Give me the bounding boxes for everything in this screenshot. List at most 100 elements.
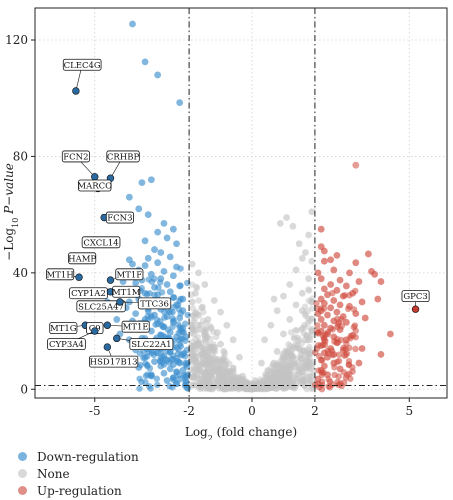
down-cloud-point-46 — [164, 326, 172, 333]
down-cloud-point-95 — [157, 279, 164, 286]
none-cloud-point-712 — [201, 329, 208, 336]
y-axis-label: −Log10 P−value — [2, 163, 20, 261]
up-regulation-point-55 — [371, 270, 379, 278]
gene-text-16: CYP3A4 — [49, 340, 84, 350]
up-regulation-point-3 — [317, 275, 325, 283]
none-cloud-point-879 — [305, 286, 312, 293]
none-point-50 — [276, 219, 284, 227]
none-cloud-point-870 — [265, 367, 273, 375]
down-cloud-point-96 — [142, 372, 150, 380]
gene-point-19 — [411, 305, 420, 313]
down-cloud-point-88 — [176, 297, 183, 304]
threshold-lines — [35, 8, 447, 398]
none-cloud-point-807 — [202, 352, 210, 360]
down-cloud-point-126 — [175, 329, 182, 337]
up-cloud-point-47 — [338, 316, 345, 323]
down-cloud-point-42 — [136, 350, 144, 357]
legend-dot-down — [18, 452, 27, 461]
none-cloud-point-697 — [299, 377, 307, 384]
down-cloud-point-117 — [138, 378, 145, 386]
up-regulation-point-52 — [377, 278, 385, 285]
gene-label-mt1m: MT1M — [106, 285, 141, 298]
none-cloud-point-768 — [201, 335, 209, 343]
none-cloud-point-892 — [223, 367, 230, 375]
up-regulation-point-48 — [327, 256, 335, 264]
up-regulation-point-19 — [327, 304, 335, 312]
none-point-38 — [280, 330, 287, 338]
down-regulation-point-79 — [151, 358, 158, 366]
up-regulation-point-23 — [324, 311, 331, 319]
none-cloud-point-667 — [306, 343, 313, 351]
down-regulation-point-0 — [129, 20, 136, 28]
none-point-8 — [223, 321, 231, 329]
gene-box-0 — [62, 58, 102, 71]
up-regulation-point-57 — [333, 251, 341, 259]
none-point-44 — [302, 249, 309, 256]
none-cloud-point-711 — [188, 321, 195, 329]
gene-label-cyp3a4: CYP3A4 — [47, 327, 99, 350]
up-cloud-point-73 — [314, 305, 321, 313]
none-point-1 — [195, 269, 202, 277]
down-regulation-point-34 — [166, 288, 174, 296]
up-regulation-point-17 — [336, 301, 344, 309]
up-cloud-point-21 — [352, 334, 359, 341]
gene-box-10 — [112, 285, 141, 298]
none-point-45 — [295, 240, 303, 248]
legend: Down-regulation None Up-regulation — [18, 448, 139, 499]
up-regulation-point-63 — [314, 269, 322, 277]
down-cloud-point-37 — [161, 361, 168, 368]
gene-point-8 — [106, 276, 115, 284]
up-cloud-point-22 — [347, 332, 354, 340]
down-regulation-point-2 — [154, 71, 162, 79]
none-cloud-point-572 — [188, 350, 195, 358]
down-regulation-point-92 — [163, 377, 171, 384]
none-point-41 — [298, 289, 306, 297]
gene-point-0 — [72, 87, 80, 95]
none-cloud-point-809 — [215, 356, 222, 363]
up-cloud-point-87 — [325, 376, 332, 383]
gene-text-15: MT1E — [123, 323, 149, 333]
down-regulation-point-7 — [135, 205, 143, 213]
down-cloud-point-132 — [184, 360, 191, 367]
down-regulation-point-11 — [154, 228, 162, 236]
none-point-71 — [292, 266, 300, 274]
gene-label-clec4g: CLEC4G — [62, 58, 102, 95]
up-regulation-point-7 — [342, 282, 350, 290]
up-regulation-point-14 — [330, 297, 338, 304]
none-cloud-point-799 — [304, 308, 311, 315]
down-cloud-point-123 — [153, 375, 161, 382]
none-point-15 — [236, 353, 243, 361]
gene-label-ttc36: TTC36 — [116, 297, 172, 309]
gene-label-marco: MARCO — [77, 179, 112, 193]
up-cloud-point-72 — [334, 378, 341, 386]
down-cloud-point-111 — [177, 265, 184, 272]
gene-label-mt1h: MT1H — [46, 268, 83, 281]
up-regulation-point-25 — [317, 316, 325, 323]
down-regulation-point-23 — [160, 267, 168, 275]
gene-box-11 — [76, 300, 126, 313]
none-cloud-point-891 — [200, 358, 207, 365]
gene-text-12: TTC36 — [140, 299, 169, 309]
up-cloud-point-42 — [318, 378, 326, 385]
down-regulation-point-12 — [163, 234, 171, 242]
gene-label-hamp: HAMP — [68, 252, 96, 264]
down-cloud-point-116 — [175, 346, 182, 353]
down-cloud-point-85 — [155, 284, 162, 291]
none-cloud-point-884 — [191, 345, 199, 353]
down-cloud-point-135 — [146, 290, 153, 297]
none-cloud-point-899 — [216, 382, 223, 389]
legend-dot-none — [18, 469, 27, 478]
gene-point-7 — [75, 273, 83, 281]
up-regulation-point-65 — [364, 250, 372, 258]
down-cloud-point-25 — [154, 381, 161, 389]
none-point-76 — [261, 336, 268, 344]
none-cloud-point-758 — [205, 341, 213, 349]
down-regulation-point-21 — [141, 262, 149, 269]
up-cloud-point-63 — [345, 357, 353, 365]
none-cloud-point-814 — [292, 341, 299, 348]
down-regulation-point-1 — [141, 58, 149, 66]
none-point-49 — [283, 214, 291, 221]
none-cloud-point-860 — [191, 316, 198, 323]
none-cloud-point-889 — [193, 358, 200, 365]
none-cloud-point-832 — [297, 355, 304, 362]
